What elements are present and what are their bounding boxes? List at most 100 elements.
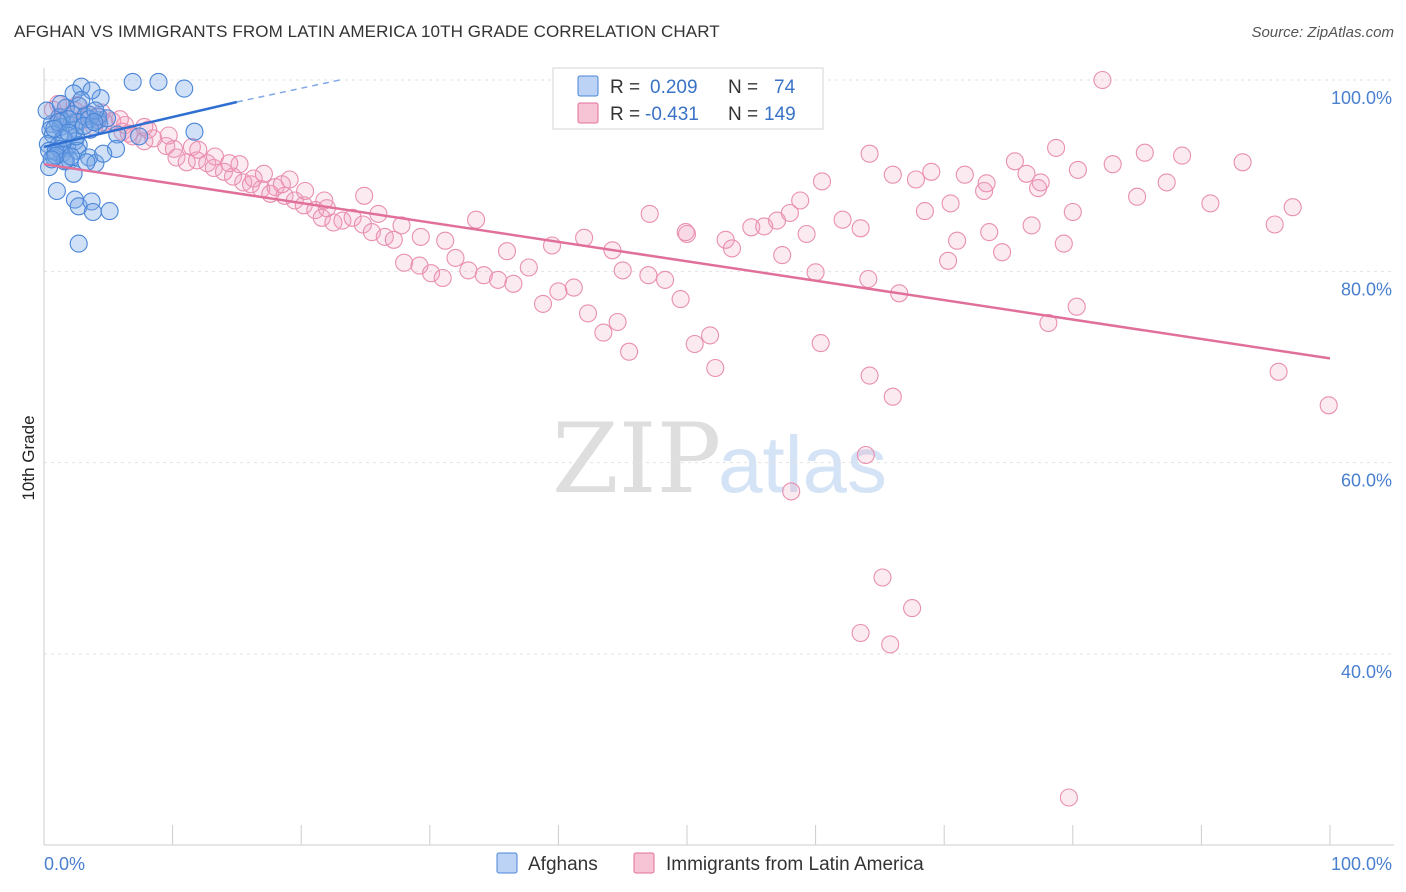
- latin-america-point: [578, 304, 598, 323]
- latin-america-point: [1233, 153, 1252, 172]
- latin-america-point: [975, 181, 994, 201]
- latin-america-point: [1319, 396, 1338, 415]
- latin-america-point: [701, 326, 720, 345]
- latin-america-point: [613, 261, 632, 280]
- latin-america-point: [993, 243, 1012, 262]
- afghans-point: [59, 123, 78, 142]
- latin-america-point: [656, 270, 675, 289]
- afghans-point: [83, 202, 102, 222]
- latin-america-point: [722, 239, 742, 258]
- latin-america-point: [881, 635, 900, 654]
- latin-america-point: [564, 278, 583, 297]
- latin-america-point: [254, 164, 273, 183]
- y-tick-label: 100.0%: [1331, 88, 1392, 108]
- afghans-point: [69, 234, 88, 253]
- latin-america-point: [395, 253, 414, 272]
- latin-america-point: [1103, 155, 1122, 174]
- latin-america-point: [446, 248, 465, 267]
- latin-america-point: [791, 191, 810, 210]
- afghans-point: [77, 153, 96, 172]
- latin-america-point: [883, 165, 902, 184]
- x-tick-label-min: 0.0%: [44, 854, 85, 874]
- legend-n-label-afghans: N =: [728, 77, 758, 98]
- source-credit: Source: ZipAtlas.com: [1251, 24, 1394, 41]
- latin-america-point: [706, 358, 725, 378]
- legend-r-label-latin-america: R =: [610, 104, 640, 125]
- legend-r-value-afghans: 0.209: [650, 77, 698, 98]
- latin-america-point: [355, 186, 374, 205]
- latin-america-point: [433, 268, 452, 288]
- latin-america-point: [220, 154, 239, 173]
- latin-america-point: [159, 126, 178, 145]
- trend-line-latin-america: [43, 162, 1331, 360]
- latin-america-point: [915, 202, 934, 221]
- latin-america-point: [411, 227, 430, 246]
- trend-lines: [43, 79, 1331, 360]
- latin-america-point: [812, 172, 832, 191]
- latin-america-point: [533, 294, 553, 313]
- afghans-point: [61, 147, 81, 166]
- afghans-point: [123, 72, 142, 91]
- latin-america-point: [436, 231, 455, 250]
- latin-america-point: [906, 170, 925, 189]
- latin-america-point: [640, 204, 659, 223]
- latin-america-point: [189, 140, 208, 159]
- legend-n-value-afghans: 74: [774, 77, 796, 98]
- bottom-legend-swatch-latin-america: [633, 852, 655, 874]
- latin-america-point: [1047, 138, 1066, 157]
- latin-america-point: [608, 312, 627, 332]
- afghans-point: [47, 181, 66, 201]
- latin-america-point: [1005, 152, 1024, 171]
- afghans-point: [72, 77, 91, 96]
- afghans-point: [94, 144, 113, 163]
- latin-america-point: [139, 120, 158, 139]
- y-tick-label: 40.0%: [1341, 662, 1392, 682]
- legend-swatch-afghans: [577, 75, 599, 97]
- legend-swatch-latin-america: [577, 102, 599, 124]
- latin-america-point: [1031, 173, 1050, 192]
- afghans-point: [130, 127, 149, 146]
- afghans-point: [72, 91, 91, 110]
- latin-america-point: [474, 266, 493, 285]
- latin-america-point: [549, 282, 568, 301]
- trend-line-afghans-extension: [236, 79, 340, 103]
- latin-america-point: [851, 623, 870, 643]
- latin-america-point: [1173, 146, 1192, 165]
- y-axis-ticks: 40.0% 60.0% 80.0% 100.0%: [1331, 88, 1392, 682]
- watermark: ZIP atlas: [552, 403, 887, 515]
- latin-america-point: [1201, 194, 1220, 213]
- latin-america-point: [873, 568, 892, 587]
- latin-america-point: [1068, 160, 1087, 179]
- bottom-legend-label-latin-america: Immigrants from Latin America: [666, 854, 924, 875]
- afghans-point: [185, 122, 204, 141]
- latin-america-point: [859, 269, 878, 289]
- afghans-point: [149, 72, 168, 91]
- latin-america-point: [1265, 215, 1284, 234]
- bottom-legend-label-afghans: Afghans: [528, 854, 598, 875]
- latin-america-point: [860, 144, 879, 163]
- afghans-point: [59, 110, 78, 129]
- latin-america-point: [1067, 297, 1086, 316]
- latin-america-point: [422, 264, 441, 283]
- watermark-atlas: atlas: [718, 420, 887, 509]
- latin-america-point: [620, 342, 639, 361]
- latin-america-point: [1054, 234, 1073, 253]
- latin-america-point: [519, 258, 538, 277]
- series-legend: Afghans Immigrants from Latin America: [496, 852, 924, 875]
- latin-america-point: [244, 169, 263, 188]
- bottom-legend-swatch-afghans: [496, 852, 518, 874]
- latin-america-point: [676, 223, 695, 242]
- afghans-point: [86, 101, 105, 120]
- latin-america-point: [742, 218, 761, 237]
- legend-n-value-latin-america: 149: [764, 104, 796, 125]
- latin-america-point: [860, 366, 879, 385]
- latin-america-point: [955, 165, 974, 184]
- latin-america-point: [384, 230, 403, 249]
- latin-america-point: [922, 162, 941, 181]
- series-afghans: [37, 72, 204, 253]
- latin-america-point: [234, 173, 253, 192]
- latin-america-point: [1128, 187, 1147, 206]
- y-axis-title: 10th Grade: [19, 415, 38, 500]
- latin-america-point: [773, 246, 792, 265]
- afghans-point: [175, 79, 194, 98]
